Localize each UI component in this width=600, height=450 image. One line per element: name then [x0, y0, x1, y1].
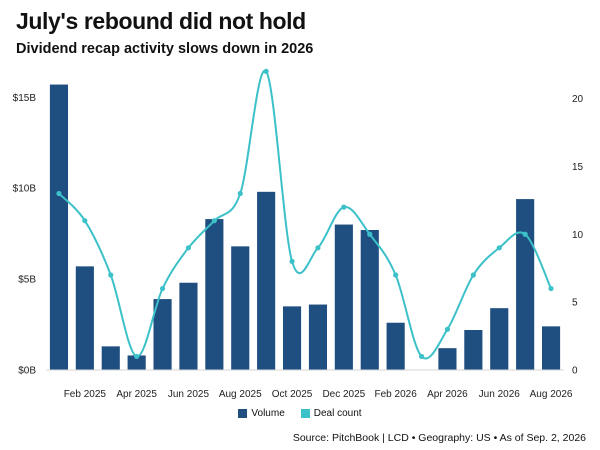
- legend: Volume Deal count: [0, 408, 600, 419]
- point-deal-count: [444, 326, 451, 332]
- bar-volume: [360, 230, 379, 370]
- point-deal-count: [237, 190, 243, 197]
- x-tick-label: Feb 2025: [64, 389, 107, 400]
- source-note: Source: PitchBook | LCD • Geography: US …: [292, 432, 586, 444]
- legend-item-deal-count: Deal count: [300, 408, 362, 419]
- bar-volume: [231, 246, 250, 370]
- bar-volume: [49, 84, 69, 371]
- y-left-tick-label: $0B: [18, 366, 36, 377]
- bar-volume: [386, 322, 405, 370]
- point-deal-count: [522, 231, 528, 237]
- bar-volume: [464, 330, 483, 370]
- legend-swatch-deal-count: [300, 409, 310, 418]
- legend-label-volume: Volume: [251, 408, 285, 419]
- point-deal-count: [315, 245, 321, 251]
- point-deal-count: [341, 204, 347, 210]
- bar-volume: [153, 299, 172, 370]
- bar-volume: [257, 191, 276, 370]
- x-tick-label: Aug 2025: [219, 389, 262, 400]
- x-tick-label: Feb 2026: [375, 389, 418, 400]
- x-tick-label: Jun 2025: [168, 389, 210, 400]
- chart-subtitle: Dividend recap activity slows down in 20…: [16, 41, 314, 57]
- bar-volume: [75, 266, 94, 370]
- bar-volume: [205, 219, 224, 370]
- point-deal-count: [289, 258, 295, 264]
- y-right-tick-label: 10: [572, 230, 584, 241]
- bar-volume: [282, 306, 302, 370]
- point-deal-count: [185, 245, 192, 251]
- point-deal-count: [82, 218, 88, 224]
- y-right-tick-label: 20: [572, 94, 584, 105]
- point-deal-count: [211, 218, 217, 224]
- bar-volume: [541, 326, 561, 370]
- y-right-tick-label: 15: [572, 162, 584, 173]
- bar-volume: [516, 199, 535, 370]
- point-deal-count: [367, 231, 373, 237]
- point-deal-count: [134, 353, 140, 360]
- legend-swatch-volume: [238, 409, 248, 418]
- x-tick-label: Apr 2026: [427, 389, 468, 400]
- point-deal-count: [108, 272, 114, 278]
- x-tick-label: Oct 2025: [272, 389, 313, 400]
- x-tick-label: Jun 2026: [479, 389, 521, 400]
- line-deal-count: [58, 69, 552, 360]
- bar-volume: [334, 224, 353, 370]
- bar-volume: [127, 355, 146, 370]
- point-deal-count: [56, 190, 62, 197]
- y-right-tick-label: 0: [572, 366, 578, 377]
- legend-item-volume: Volume: [238, 408, 285, 419]
- x-tick-label: Aug 2026: [530, 389, 573, 400]
- bar-volume: [101, 346, 120, 370]
- point-deal-count: [418, 353, 425, 360]
- bar-volume: [490, 308, 509, 370]
- point-deal-count: [159, 285, 166, 292]
- x-tick-label: Apr 2025: [116, 389, 157, 400]
- y-left-tick-label: $15B: [13, 93, 37, 104]
- y-left-tick-label: $10B: [13, 184, 37, 195]
- y-left-tick-label: $5B: [18, 275, 36, 286]
- bar-volume: [179, 282, 198, 370]
- legend-label-deal-count: Deal count: [313, 408, 362, 419]
- chart-title: July's rebound did not hold: [16, 8, 306, 34]
- point-deal-count: [548, 285, 554, 292]
- point-deal-count: [470, 272, 476, 278]
- bar-volume: [438, 348, 457, 370]
- point-deal-count: [496, 245, 502, 251]
- y-right-tick-label: 5: [572, 298, 578, 309]
- x-tick-label: Dec 2025: [322, 389, 365, 400]
- point-deal-count: [393, 272, 399, 278]
- bar-volume: [308, 304, 328, 370]
- point-deal-count: [263, 68, 269, 74]
